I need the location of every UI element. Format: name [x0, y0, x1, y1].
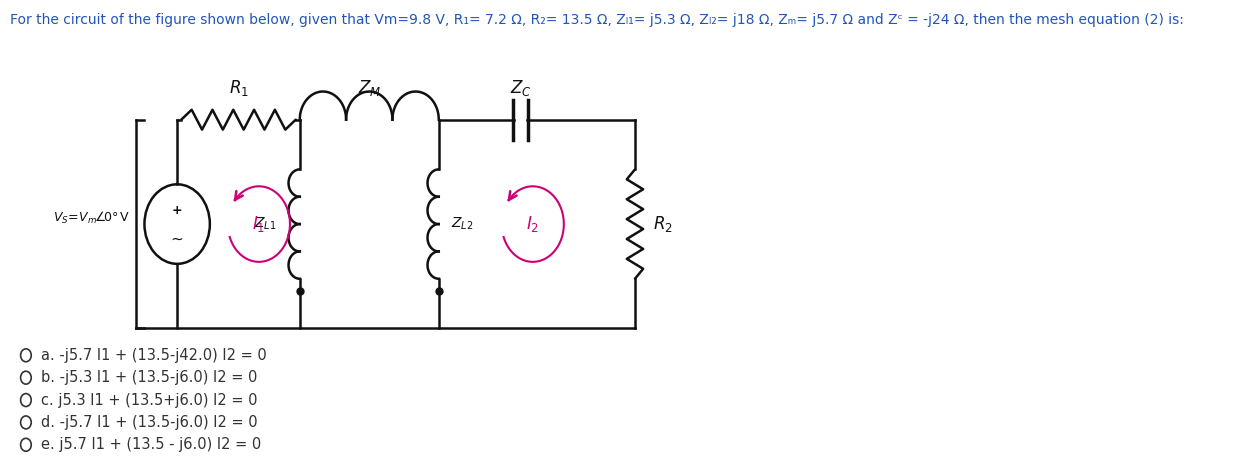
Text: ∼: ∼: [171, 231, 183, 246]
Text: $R_2$: $R_2$: [653, 214, 673, 234]
Text: $Z_{L2}$: $Z_{L2}$: [452, 216, 474, 232]
Text: $I_1$: $I_1$: [252, 214, 266, 234]
Text: $Z_{L1}$: $Z_{L1}$: [255, 216, 277, 232]
Text: c. j5.3 I1 + (13.5+j6.0) I2 = 0: c. j5.3 I1 + (13.5+j6.0) I2 = 0: [41, 392, 257, 408]
Text: d. -j5.7 I1 + (13.5-j6.0) I2 = 0: d. -j5.7 I1 + (13.5-j6.0) I2 = 0: [41, 415, 257, 430]
Text: +: +: [172, 204, 183, 217]
Text: For the circuit of the figure shown below, given that Vm=9.8 V, R₁= 7.2 Ω, R₂= 1: For the circuit of the figure shown belo…: [10, 13, 1184, 27]
Text: $Z_C$: $Z_C$: [510, 78, 532, 98]
Text: b. -j5.3 I1 + (13.5-j6.0) I2 = 0: b. -j5.3 I1 + (13.5-j6.0) I2 = 0: [41, 370, 257, 385]
Text: $V_S\!=\!V_m\!\angle\!0°\,\mathrm{V}$: $V_S\!=\!V_m\!\angle\!0°\,\mathrm{V}$: [53, 210, 130, 226]
Text: $Z_M$: $Z_M$: [357, 78, 381, 98]
Text: $R_1$: $R_1$: [229, 78, 249, 98]
Text: a. -j5.7 I1 + (13.5-j42.0) I2 = 0: a. -j5.7 I1 + (13.5-j42.0) I2 = 0: [41, 348, 266, 363]
Text: $I_2$: $I_2$: [526, 214, 539, 234]
Text: e. j5.7 I1 + (13.5 - j6.0) I2 = 0: e. j5.7 I1 + (13.5 - j6.0) I2 = 0: [41, 438, 261, 452]
